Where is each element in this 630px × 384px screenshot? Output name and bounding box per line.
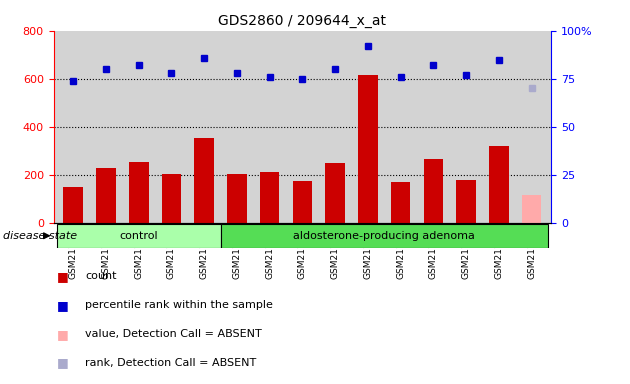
Bar xyxy=(129,162,149,223)
Bar xyxy=(64,187,83,223)
Text: count: count xyxy=(85,271,117,281)
Bar xyxy=(358,75,378,223)
Bar xyxy=(220,224,548,248)
Title: GDS2860 / 209644_x_at: GDS2860 / 209644_x_at xyxy=(219,14,386,28)
Text: value, Detection Call = ABSENT: value, Detection Call = ABSENT xyxy=(85,329,262,339)
Text: ■: ■ xyxy=(57,299,69,312)
Text: ■: ■ xyxy=(57,356,69,369)
Bar xyxy=(325,163,345,223)
Bar xyxy=(162,174,181,223)
Text: aldosterone-producing adenoma: aldosterone-producing adenoma xyxy=(294,231,475,241)
Text: ■: ■ xyxy=(57,270,69,283)
Bar xyxy=(456,180,476,223)
Text: ■: ■ xyxy=(57,328,69,341)
Text: control: control xyxy=(119,231,158,241)
Bar xyxy=(260,172,280,223)
Text: rank, Detection Call = ABSENT: rank, Detection Call = ABSENT xyxy=(85,358,256,368)
Bar xyxy=(391,182,411,223)
Bar xyxy=(522,195,541,223)
Bar xyxy=(489,146,508,223)
Text: disease state: disease state xyxy=(3,231,77,241)
Bar xyxy=(292,181,312,223)
Bar xyxy=(423,159,443,223)
Bar xyxy=(227,174,247,223)
Bar xyxy=(194,137,214,223)
Bar xyxy=(96,167,116,223)
Text: percentile rank within the sample: percentile rank within the sample xyxy=(85,300,273,310)
Bar xyxy=(57,224,220,248)
